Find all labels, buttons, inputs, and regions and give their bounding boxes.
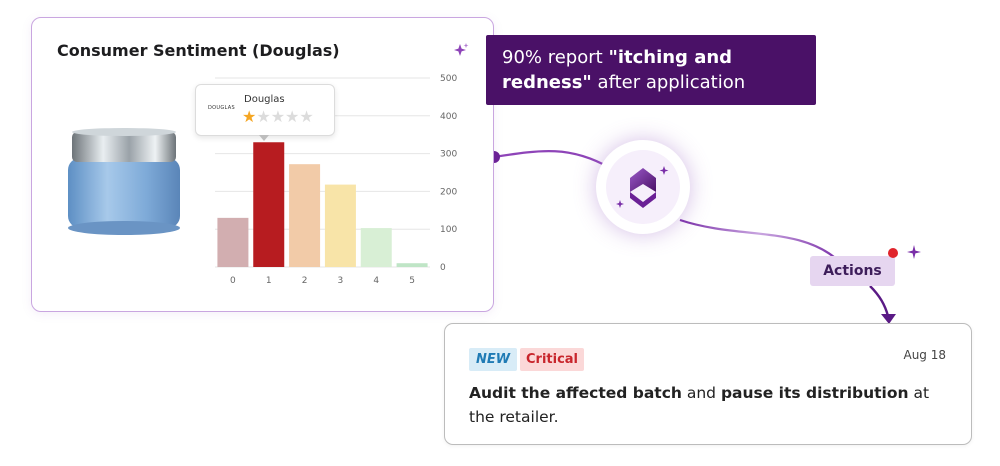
insight-suffix: after application [591,72,746,93]
action-plain-2: at the retailer. [469,384,930,426]
sparkle-small-icon [907,245,921,259]
critical-badge: Critical [520,348,585,371]
copilot-logo-icon [616,166,669,208]
bar-3[interactable] [324,184,356,267]
y-tick-label: 0 [440,263,446,273]
actions-button[interactable]: Actions [810,256,895,286]
y-tick-label: 200 [440,187,457,197]
notification-dot [888,248,898,258]
y-tick-label: 400 [440,112,457,122]
connector-line-arrow [869,285,890,317]
bar-1[interactable] [253,142,285,267]
sparkle-icon[interactable] [452,42,470,60]
action-date: Aug 18 [903,348,946,362]
douglas-logo: DOUGLAS [208,105,235,111]
insight-highlight: "itching and redness" [502,47,733,93]
bar-0[interactable] [217,217,249,267]
x-tick-label: 1 [266,276,272,286]
x-tick-label: 3 [338,276,344,286]
bar-5[interactable] [396,263,428,267]
rating-tooltip: DOUGLAS Douglas ★★★★★ [195,84,335,141]
star-icon: ★ [299,107,314,126]
x-tick-label: 4 [373,276,379,286]
x-tick-label: 5 [409,276,415,286]
new-badge: NEW [469,348,518,371]
action-bold-2: pause its distribution [720,384,909,402]
copilot-hub[interactable] [596,140,690,234]
action-plain-1: and [681,384,721,402]
y-tick-label: 100 [440,225,457,235]
action-card[interactable]: NEW Critical Aug 18 Audit the affected b… [444,323,972,445]
product-image [68,128,180,235]
x-tick-label: 0 [230,276,236,286]
connector-line-upper [493,150,611,169]
y-tick-label: 500 [440,74,457,84]
action-bold-1: Audit the affected batch [469,384,682,402]
star-icon: ★ [256,107,271,126]
tooltip-brand-name: Douglas [244,94,285,105]
star-icon: ★ [270,107,286,126]
action-description: Audit the affected batch and pause its d… [469,381,949,429]
star-icon: ★ [242,107,257,126]
bar-2[interactable] [289,164,321,267]
star-icon: ★ [285,107,300,126]
sentiment-card: Consumer Sentiment (Douglas) 0 100 2 [31,17,494,312]
star-rating: ★★★★★ [242,107,314,126]
bar-4[interactable] [360,228,392,267]
x-tick-label: 2 [302,276,308,286]
y-tick-label: 300 [440,150,457,160]
insight-banner: 90% report "itching and redness" after a… [486,35,816,105]
insight-prefix: 90% report [502,47,609,68]
card-title: Consumer Sentiment (Douglas) [57,41,340,60]
hub-ring [606,150,680,224]
sentiment-bar-chart: 0 100 200 300 400 500 0 1 2 3 4 5 [215,74,457,286]
